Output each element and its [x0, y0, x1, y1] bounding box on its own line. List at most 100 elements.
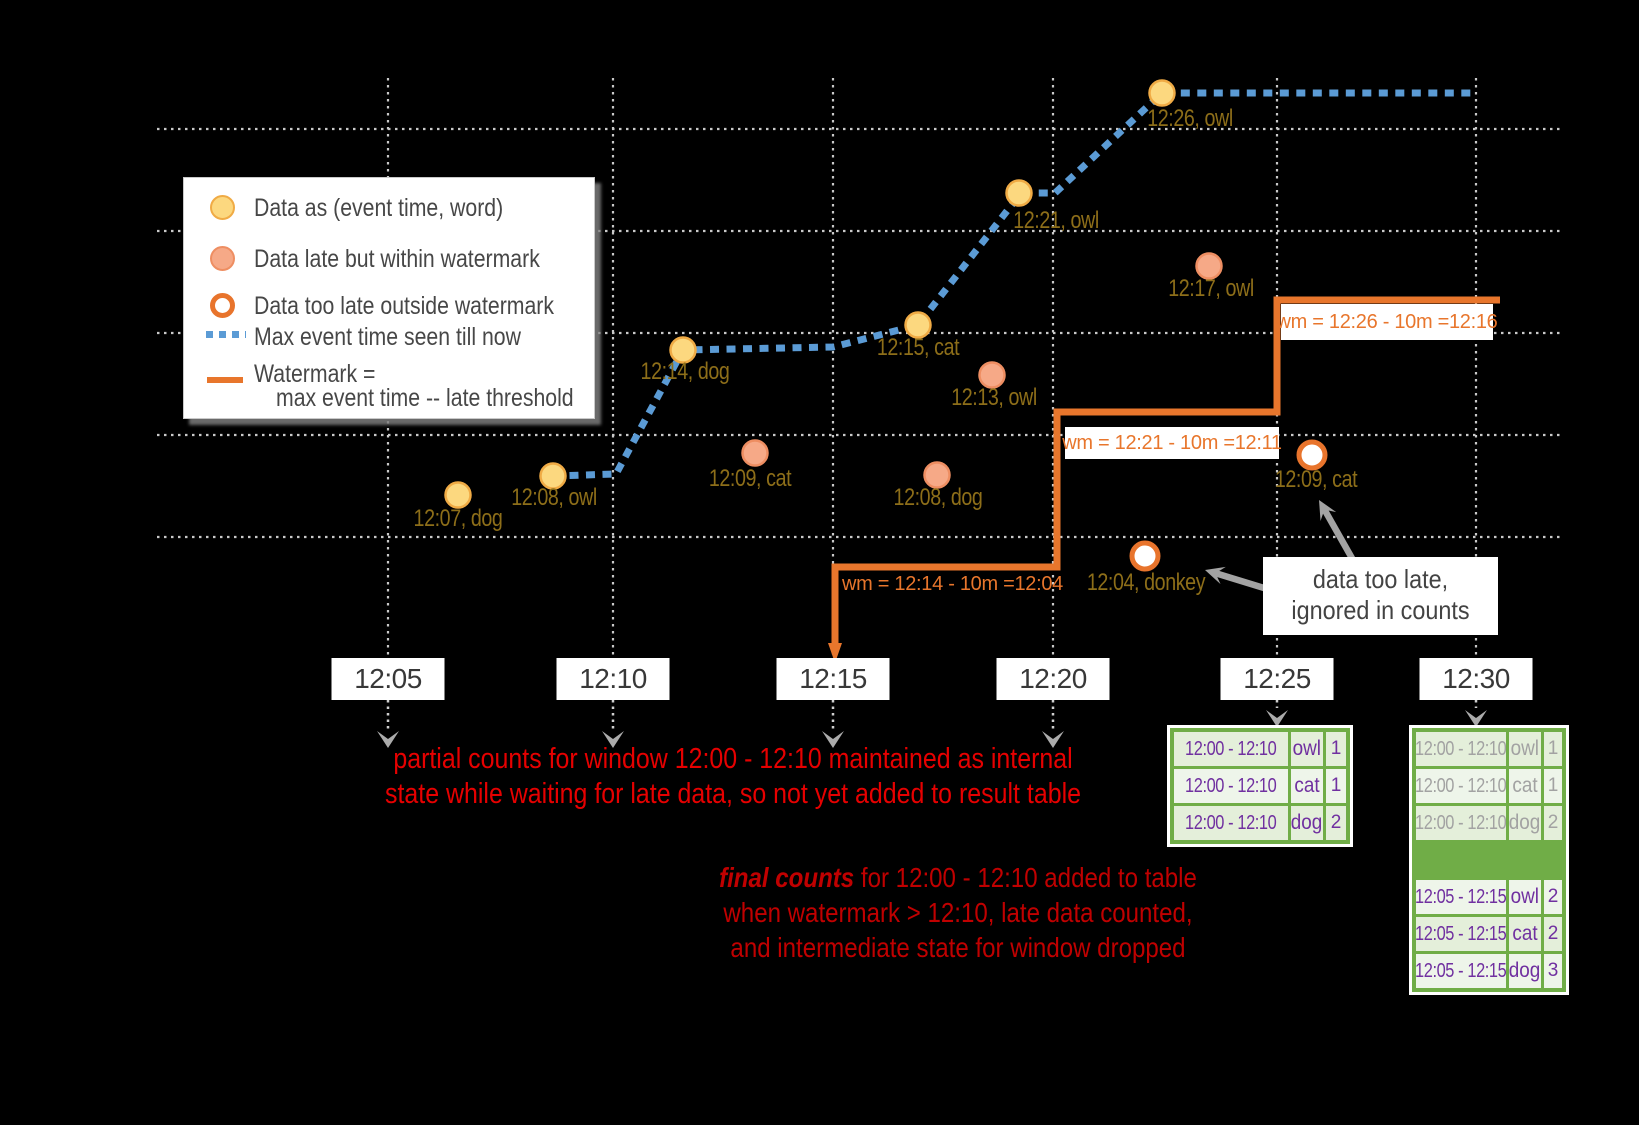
note-line: state while waiting for late data, so no… [385, 778, 1081, 810]
table-cell-text: 1 [1330, 775, 1342, 796]
axis-tick-12-30: 12:30 [1419, 658, 1533, 700]
table-cell-text: 1 [1330, 738, 1342, 759]
tick-arrow-head [377, 731, 399, 748]
result-table-2: 12:00 - 12:10 owl 1 12:00 - 12:10 cat 1 12:00 … [1412, 728, 1566, 992]
table-cell-text: 12:00 - 12:10 [1416, 774, 1506, 797]
event-label: 12:15, cat [876, 334, 960, 361]
watermark-line-tip [828, 643, 842, 663]
table-cell-text: 2 [1330, 812, 1342, 833]
legend-item-late: Data late but within watermark [254, 245, 590, 273]
legend-item-toolate: Data too late outside watermark [254, 292, 607, 320]
data-point-toolate [1296, 439, 1328, 471]
legend-item-watermark-formula: max event time -- late threshold [276, 384, 626, 412]
data-point-toolate [1129, 540, 1161, 572]
table-cell-text: 12:05 - 12:15 [1416, 885, 1506, 908]
table-cell-word: cat [1509, 917, 1541, 951]
table-cell-text: 3 [1547, 960, 1559, 981]
table-cell-window: 12:05 - 12:15 [1416, 917, 1506, 951]
table-cell-window: 12:05 - 12:15 [1416, 880, 1506, 914]
legend-label: max event time -- late threshold [276, 384, 574, 412]
legend-label: Data too late outside watermark [254, 292, 555, 320]
table-cell-word: cat [1291, 769, 1323, 803]
result-table-1: 12:00 - 12:10 owl 1 12:00 - 12:10 cat 1 12:00 … [1170, 728, 1350, 844]
legend-item-max-event-time: Max event time seen till now [254, 323, 568, 351]
table-cell-text: 12:00 - 12:10 [1185, 774, 1277, 797]
max-event-time-line-icon [206, 331, 246, 338]
toolate-ring-icon [210, 293, 235, 318]
table-cell-word: owl [1509, 880, 1541, 914]
table-cell-word: owl [1509, 732, 1541, 766]
data-point-ontime [669, 336, 697, 364]
data-point-ontime [539, 462, 567, 490]
table-cell-text: dog [1291, 811, 1323, 834]
table-cell-text: owl [1292, 737, 1322, 760]
too-late-note: data too late, ignored in counts [1263, 557, 1498, 635]
event-label: 12:08, owl [511, 484, 597, 511]
table-cell-window: 12:00 - 12:10 [1174, 806, 1288, 840]
table-cell-text: 1 [1547, 738, 1559, 759]
data-point-late [923, 461, 951, 489]
event-label: 12:09, cat [708, 465, 792, 492]
table-cell-count: 1 [1326, 732, 1346, 766]
watermark-value-label-3: wm = 12:26 - 10m =12:16 [1277, 304, 1498, 340]
table-cell-text: 2 [1547, 886, 1559, 907]
watermark-line-icon [207, 377, 243, 383]
table-cell-window: 12:00 - 12:10 [1174, 732, 1288, 766]
late-dot-icon [210, 246, 235, 271]
data-point-ontime [444, 481, 472, 509]
tick-arrow-head [822, 731, 844, 748]
axis-tick-12-05: 12:05 [331, 658, 445, 700]
max-event-time-line [552, 89, 1477, 480]
table-cell-word: owl [1291, 732, 1323, 766]
table-cell-text: 12:00 - 12:10 [1416, 811, 1506, 834]
event-label: 12:04, donkey [1086, 569, 1206, 596]
table-cell-count: 1 [1326, 769, 1346, 803]
table-cell-word: cat [1509, 769, 1541, 803]
event-label: 12:21, owl [1013, 207, 1099, 234]
table-cell-text: 12:00 - 12:10 [1185, 811, 1277, 834]
final-counts-note: final counts for 12:00 - 12:10 added to … [719, 860, 1197, 965]
table-cell-window: 12:00 - 12:10 [1174, 769, 1288, 803]
data-point-ontime [904, 311, 932, 339]
data-point-ontime [1148, 79, 1176, 107]
axis-tick-12-20: 12:20 [996, 658, 1110, 700]
legend: Data as (event time, word) Data late but… [183, 177, 595, 419]
legend-label: Watermark = [254, 360, 376, 388]
table-cell-count: 2 [1544, 806, 1562, 840]
note-line: and intermediate state for window droppe… [730, 932, 1186, 963]
data-point-late [978, 361, 1006, 389]
table-cell-word: dog [1509, 806, 1541, 840]
data-point-ontime [1005, 179, 1033, 207]
watermark-value-label-2: wm = 12:21 - 10m =12:11 [1062, 427, 1282, 459]
watermark-value-text: wm = 12:21 - 10m =12:11 [1062, 431, 1282, 454]
table-cell-text: owl [1510, 885, 1540, 908]
note-line: final counts for 12:00 - 12:10 added to … [719, 860, 1197, 895]
tick-arrow-head [1266, 710, 1288, 727]
note-line: partial counts for window 12:00 - 12:10 … [393, 743, 1073, 775]
too-late-note-line: ignored in counts [1291, 595, 1470, 625]
too-late-arrow [1321, 507, 1356, 562]
axis-tick-12-25: 12:25 [1220, 658, 1334, 700]
too-late-arrow-head [1319, 500, 1337, 521]
legend-item-ontime: Data as (event time, word) [254, 194, 547, 222]
tick-arrow-head [1465, 710, 1487, 727]
table-cell-text: 12:05 - 12:15 [1416, 922, 1506, 945]
note-text: for 12:00 - 12:10 added to table [854, 862, 1197, 893]
legend-label: Data late but within watermark [254, 245, 540, 273]
tick-arrow-head [1042, 731, 1064, 748]
event-label: 12:07, dog [413, 505, 503, 532]
table-cell-window: 12:00 - 12:10 [1416, 769, 1506, 803]
event-label: 12:08, dog [893, 484, 983, 511]
table-cell-text: cat [1294, 774, 1320, 797]
table-cell-count: 2 [1544, 880, 1562, 914]
table-cell-word: dog [1291, 806, 1323, 840]
event-label: 12:26, owl [1147, 105, 1233, 132]
watermark-line [831, 296, 1500, 648]
table-cell-text: cat [1512, 774, 1538, 797]
partial-counts-note: partial counts for window 12:00 - 12:10 … [385, 742, 1081, 812]
table-cell-text: dog [1509, 959, 1541, 982]
event-label: 12:13, owl [951, 384, 1037, 411]
too-late-arrow [1213, 569, 1265, 592]
axis-tick-12-15: 12:15 [776, 658, 890, 700]
